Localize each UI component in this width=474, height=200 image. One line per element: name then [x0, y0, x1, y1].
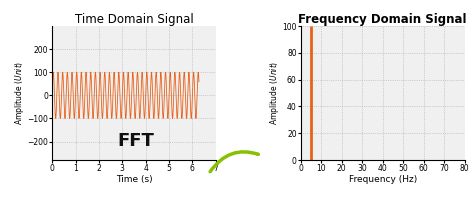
- Title: Time Domain Signal: Time Domain Signal: [74, 13, 193, 26]
- X-axis label: Frequency (Hz): Frequency (Hz): [348, 175, 417, 184]
- Text: FFT: FFT: [118, 132, 155, 150]
- Y-axis label: Amplitude $(\mathit{Unit})$: Amplitude $(\mathit{Unit})$: [13, 61, 26, 125]
- X-axis label: Time (s): Time (s): [116, 175, 152, 184]
- Title: Frequency Domain Signal: Frequency Domain Signal: [299, 13, 467, 26]
- Y-axis label: Amplitude $(\mathit{Unit})$: Amplitude $(\mathit{Unit})$: [268, 61, 281, 125]
